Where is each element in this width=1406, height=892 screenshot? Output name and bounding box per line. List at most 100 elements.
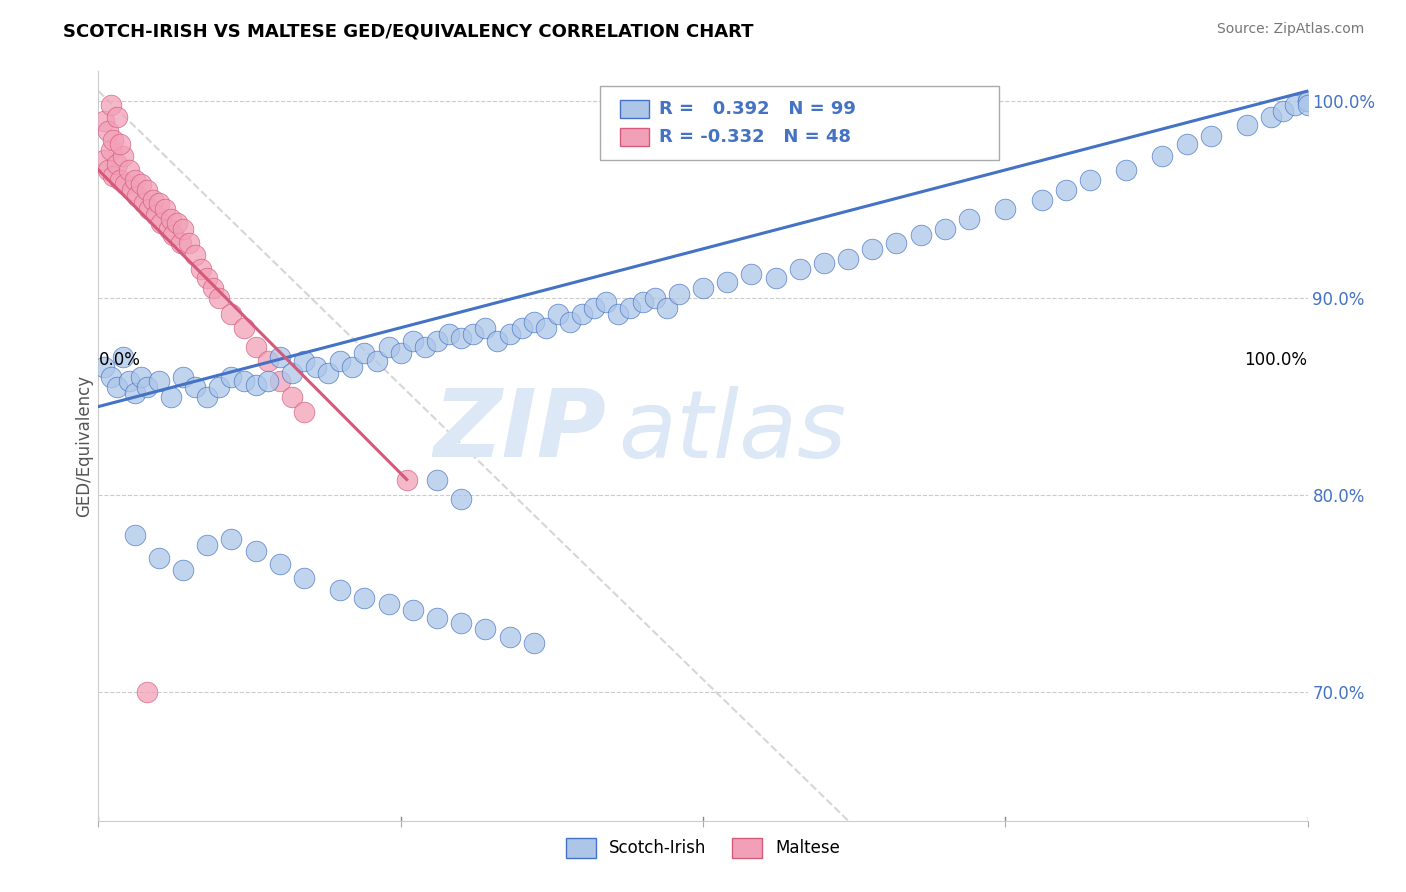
Point xyxy=(97,163,120,178)
Text: SCOTCH-IRISH VS MALTESE GED/EQUIVALENCY CORRELATION CHART: SCOTCH-IRISH VS MALTESE GED/EQUIVALENCY … xyxy=(63,22,754,40)
Point xyxy=(245,543,267,558)
Point xyxy=(208,380,231,394)
Point xyxy=(101,133,124,147)
Point xyxy=(426,610,449,624)
Point xyxy=(93,113,115,128)
Point xyxy=(134,196,156,211)
Point xyxy=(166,216,188,230)
Point xyxy=(353,591,375,605)
Point xyxy=(245,377,267,392)
Point xyxy=(934,222,956,236)
Point xyxy=(108,137,131,152)
Point xyxy=(281,390,304,404)
Point xyxy=(135,685,157,699)
Point xyxy=(202,281,225,295)
Legend: Scotch-Irish, Maltese: Scotch-Irish, Maltese xyxy=(560,831,846,864)
Point xyxy=(1260,110,1282,124)
Point xyxy=(474,320,496,334)
Point xyxy=(1284,98,1306,112)
Point xyxy=(353,346,375,360)
Point xyxy=(765,271,787,285)
Point xyxy=(860,242,883,256)
Point xyxy=(329,354,352,368)
Point xyxy=(619,301,641,315)
Point xyxy=(558,315,581,329)
Point xyxy=(329,582,352,597)
Point xyxy=(994,202,1017,217)
Point xyxy=(124,385,146,400)
Point xyxy=(1199,129,1222,144)
Point xyxy=(1054,183,1077,197)
Point xyxy=(184,248,207,262)
Point xyxy=(100,143,122,157)
Point xyxy=(377,597,399,611)
Point xyxy=(157,222,180,236)
Point xyxy=(127,188,149,202)
Point xyxy=(716,276,738,290)
Point xyxy=(208,291,231,305)
Point xyxy=(105,157,128,171)
Point xyxy=(118,163,141,178)
Point xyxy=(93,153,115,167)
Point xyxy=(631,295,654,310)
Point xyxy=(571,307,593,321)
Point xyxy=(105,380,128,394)
Point xyxy=(1296,94,1319,108)
Point xyxy=(172,370,194,384)
Point xyxy=(101,169,124,183)
Point xyxy=(292,354,315,368)
Point xyxy=(1152,149,1174,163)
Point xyxy=(910,227,932,242)
Point xyxy=(1272,103,1295,118)
Point xyxy=(366,354,388,368)
Point xyxy=(138,202,160,217)
Point xyxy=(97,123,120,137)
Point xyxy=(1175,137,1198,152)
Point xyxy=(1115,163,1137,178)
Point xyxy=(111,149,134,163)
Point xyxy=(813,255,835,269)
Point xyxy=(195,538,218,552)
Point xyxy=(957,212,980,227)
Point xyxy=(644,291,666,305)
Point xyxy=(269,374,291,388)
Point xyxy=(148,551,170,566)
Point xyxy=(232,374,254,388)
Point xyxy=(221,532,243,546)
Point xyxy=(1236,118,1258,132)
Point xyxy=(740,268,762,282)
Point xyxy=(160,212,183,227)
Point xyxy=(583,301,606,315)
Point xyxy=(195,390,218,404)
Point xyxy=(129,177,152,191)
Point xyxy=(463,326,485,341)
Point xyxy=(160,390,183,404)
Point xyxy=(1031,193,1053,207)
Point xyxy=(135,183,157,197)
Point xyxy=(534,320,557,334)
Point xyxy=(389,346,412,360)
FancyBboxPatch shape xyxy=(620,100,648,118)
Point xyxy=(121,183,143,197)
Point xyxy=(281,366,304,380)
Point xyxy=(402,602,425,616)
FancyBboxPatch shape xyxy=(620,128,648,145)
Point xyxy=(100,370,122,384)
Text: 100.0%: 100.0% xyxy=(1244,351,1308,368)
Point xyxy=(595,295,617,310)
Point xyxy=(450,492,472,507)
Text: R = -0.332   N = 48: R = -0.332 N = 48 xyxy=(659,128,852,145)
Point xyxy=(124,527,146,541)
Point xyxy=(789,261,811,276)
Point xyxy=(426,334,449,349)
Point xyxy=(292,405,315,419)
Point xyxy=(1078,173,1101,187)
Point xyxy=(105,110,128,124)
Point xyxy=(316,366,339,380)
Point xyxy=(256,374,278,388)
Point xyxy=(498,630,520,644)
Point xyxy=(886,235,908,250)
Point xyxy=(221,370,243,384)
Point xyxy=(124,173,146,187)
Point xyxy=(523,315,546,329)
